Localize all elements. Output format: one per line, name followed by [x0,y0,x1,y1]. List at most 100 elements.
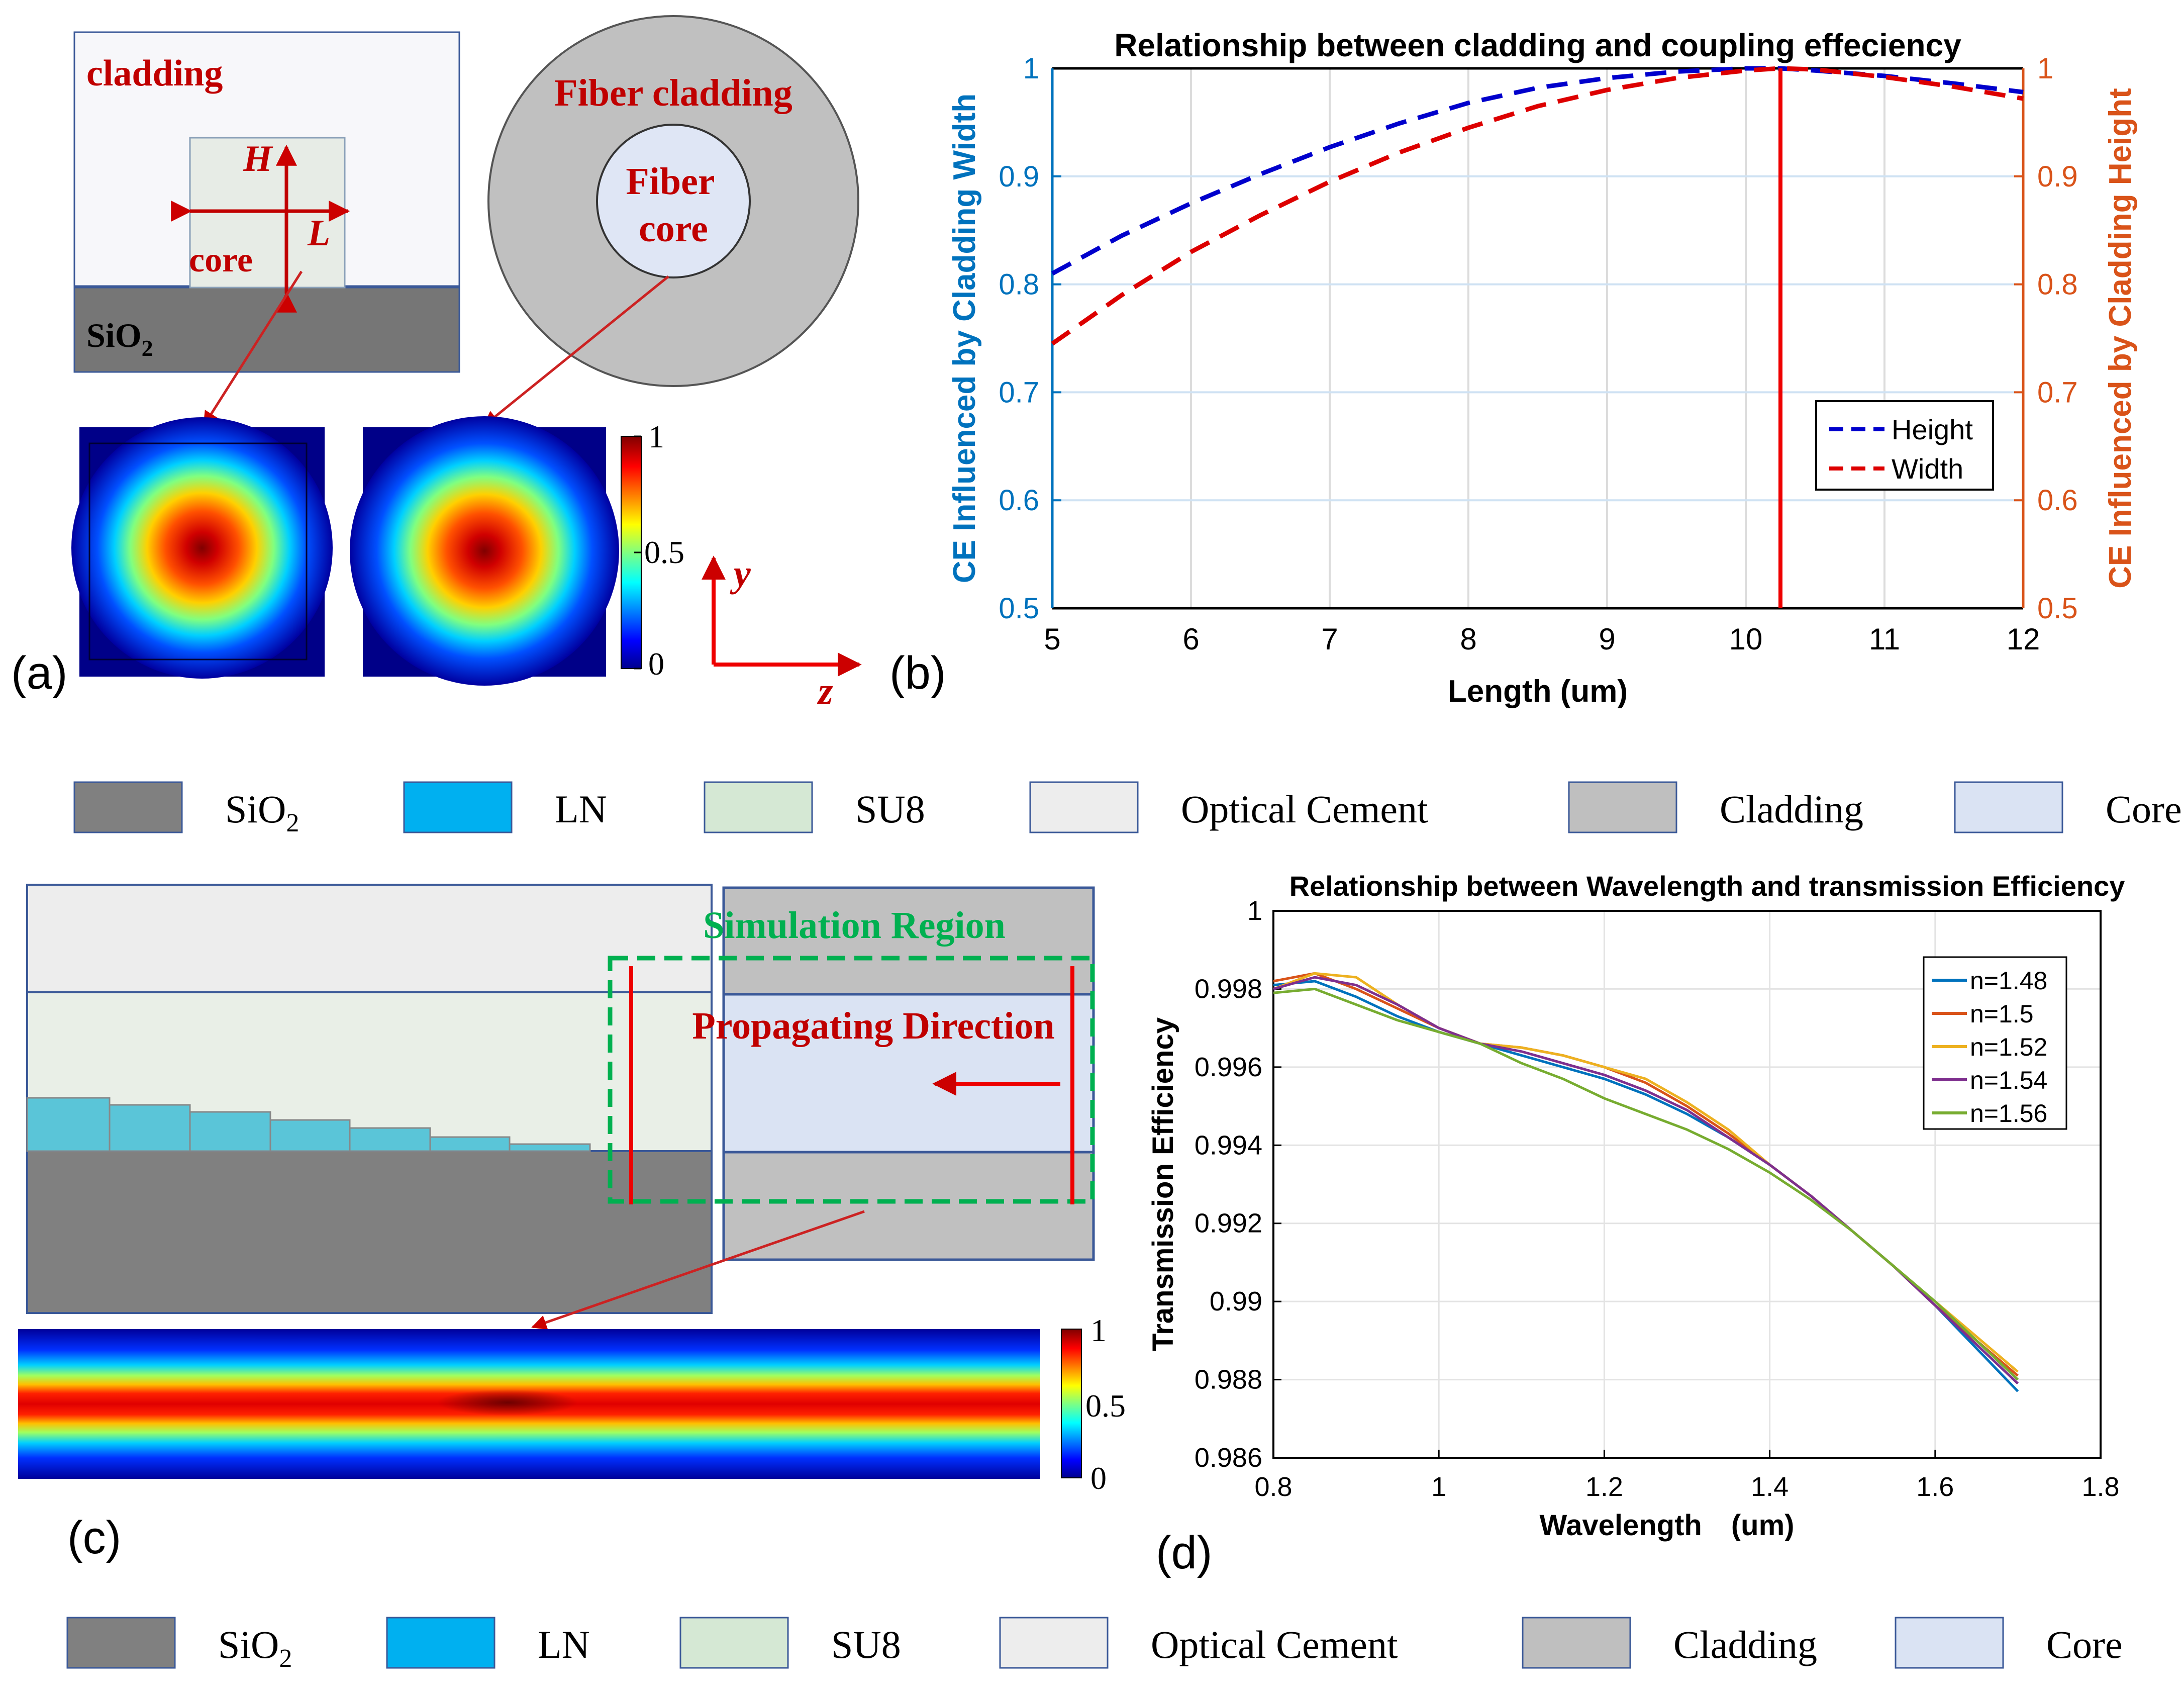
legend-label-sio2: SiO2 [225,787,299,837]
chart-b-xtick: 9 [1599,622,1615,656]
fiber-cladding-label: Fiber cladding [554,72,792,114]
legend-swatch-su8 [704,781,813,833]
waveguide-mode-outline [88,442,308,661]
colorbar-c [1061,1329,1082,1478]
chart-b-xtick: 11 [1869,622,1900,656]
sio2-base [26,1150,713,1314]
chart-d-xtick: 0.8 [1254,1472,1292,1502]
sio2-substrate [73,287,460,373]
legend-swatch-ln [403,781,513,833]
panel-c: Simulation Region Propagating Direction … [18,884,1126,1563]
legend-swatch-su8 [679,1617,789,1669]
chart-d-frame [1272,910,2102,1459]
chart-b-ylabel-left: CE Influenced by Cladding Width [947,93,982,583]
panel-label-a: (a) [11,647,67,699]
fiber-core-circle [596,124,751,278]
colorbar-c-tick-0.5: 0.5 [1085,1388,1126,1424]
waveguide-mode-pointer [203,270,303,427]
legend-swatch-sio2 [66,1617,176,1669]
legend-label-cement: Optical Cement [1151,1623,1398,1666]
chart-b-xtick: 12 [2007,622,2040,656]
fiber-core-label-1: Fiber [626,160,715,203]
chart-b-xtick: 10 [1729,622,1763,656]
fiber-cladding-top [722,886,1095,996]
chart-b-xtick: 6 [1182,622,1199,656]
chart-b-ytick-right: 0.7 [2037,376,2078,409]
waveguide-mode-field [71,417,333,679]
chart-d-ytick: 0.996 [1195,1052,1262,1082]
propagating-direction-label: Propagating Direction [692,1005,1054,1047]
legend-label-cladding: Cladding [1673,1623,1817,1666]
fiber-mode-pointer [483,275,669,426]
chart-d-ytick: 0.986 [1195,1443,1262,1473]
legend-swatch-cladding [1568,781,1677,833]
chart-d-xtick: 1.6 [1916,1472,1954,1502]
chart-b-ytick-right: 0.8 [2037,268,2078,301]
legend-label-core: Core [2106,787,2182,831]
legend-label-cladding: Cladding [1720,787,1863,831]
cladding-label: cladding [86,53,223,94]
chart-b-plot-area [1052,68,2023,608]
chart-b-ytick-left: 1 [1023,52,1039,85]
chart-d-xtick: 1.2 [1585,1472,1623,1502]
panel-label-c: (c) [67,1512,121,1563]
beam-map-pointer [531,1210,865,1330]
chart-d-ylabel: Transmission Efficiency [1147,1017,1179,1351]
panel-label-b: (b) [889,647,946,699]
chart-b-xtick: 7 [1321,622,1338,656]
chart-b-ylabel-right: CE Influenced by Cladding Height [2103,88,2138,588]
legend-swatch-core [1895,1617,2004,1669]
chart-b-ytick-left: 0.7 [999,376,1039,409]
optical-cement-layer [26,884,713,993]
ln-taper-steps [26,1097,591,1152]
fiber-mode-field [350,416,619,686]
chart-d-xlabel: Wavelength (um) [1540,1509,1795,1542]
y-axis-label: y [730,552,751,595]
chart-d-xtick: 1.4 [1751,1472,1789,1502]
chart-d-ytick: 1 [1247,896,1262,926]
beam-hotspot [437,1389,578,1416]
chart-d-ytick: 0.998 [1195,974,1262,1004]
height-symbol: H [243,138,273,179]
fiber-core-label-2: core [639,208,708,250]
chart-b-series-height [1051,66,2024,276]
chart-d-legend-label: n=1.48 [1970,967,2047,995]
chart-b-title: Relationship between cladding and coupli… [1114,27,1961,63]
chart-d-legend-label: n=1.54 [1970,1066,2047,1094]
fiber-cladding-bottom [722,1151,1095,1261]
chart-d-ytick: 0.988 [1195,1365,1262,1395]
z-axis-label: z [817,670,833,712]
chart-b-ytick-left: 0.9 [999,160,1039,193]
legend-swatch-sio2 [73,781,183,833]
chart-b-xlabel: Length (um) [1448,674,1628,709]
chart-b: 5 6 7 8 9 10 11 120.50.60.70.80.910.50.60.70.80… [947,27,2138,709]
chart-d-ytick: 0.992 [1195,1208,1262,1239]
chart-d-legend-label: n=1.52 [1970,1033,2047,1061]
legend-label-ln: LN [555,787,607,831]
chart-d-legend-label: n=1.5 [1970,1000,2034,1028]
chart-b-ytick-left: 0.5 [999,592,1039,625]
legend-swatch-cladding [1522,1617,1631,1669]
chart-d-legend-label: n=1.56 [1970,1099,2047,1128]
legend-swatch-cement [1029,781,1139,833]
legend-label-core: Core [2046,1623,2123,1666]
colorbar-a-tick-0.5: 0.5 [644,534,684,570]
panel-a: cladding core H L SiO2 Fiber cladding Fi… [11,15,862,712]
chart-d-xtick: 1.8 [2081,1472,2119,1502]
chart-d-ytick: 0.994 [1195,1130,1262,1160]
chart-d-ytick: 0.99 [1210,1286,1262,1317]
chart-b-series-width [1051,66,2024,346]
legend-swatch-core [1954,781,2063,833]
panel-label-d: (d) [1156,1527,1212,1578]
material-legend-bottom: SiO2 LN SU8 Optical Cement Cladding Core [66,1617,2123,1673]
colorbar-a-tick-0: 0 [648,646,664,682]
chart-b-ytick-left: 0.8 [999,268,1039,301]
fiber-core-layer [722,993,1095,1154]
material-legend-top: SiO2 LN SU8 Optical Cement Cladding Core [73,781,2182,837]
legend-label-sio2: SiO2 [218,1623,292,1673]
legend-swatch-cement [999,1617,1109,1669]
chart-b-legend [1815,400,1994,491]
chart-b-ytick-right: 1 [2037,52,2053,85]
chart-b-ytick-left: 0.6 [999,484,1039,517]
